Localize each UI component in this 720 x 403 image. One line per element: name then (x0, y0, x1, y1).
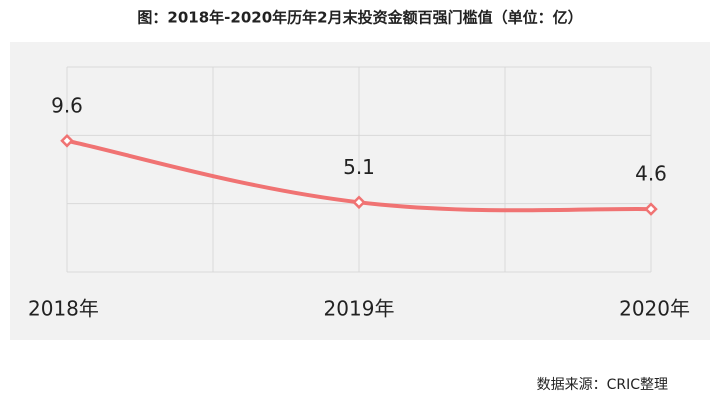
data-label: 5.1 (343, 155, 375, 179)
x-tick-label: 2020年 (619, 297, 690, 321)
data-label: 4.6 (635, 162, 667, 186)
marker (352, 195, 366, 210)
marker (644, 202, 658, 216)
x-tick-label: 2018年 (28, 297, 99, 321)
plot-background (10, 42, 710, 340)
x-tick-label: 2019年 (324, 297, 395, 321)
source-note: 数据来源：CRIC整理 (537, 377, 668, 393)
data-label: 9.6 (51, 93, 83, 117)
marker (60, 134, 74, 148)
chart-title: 图：2018年-2020年历年2月末投资金额百强门槛值（单位：亿） (137, 9, 582, 27)
